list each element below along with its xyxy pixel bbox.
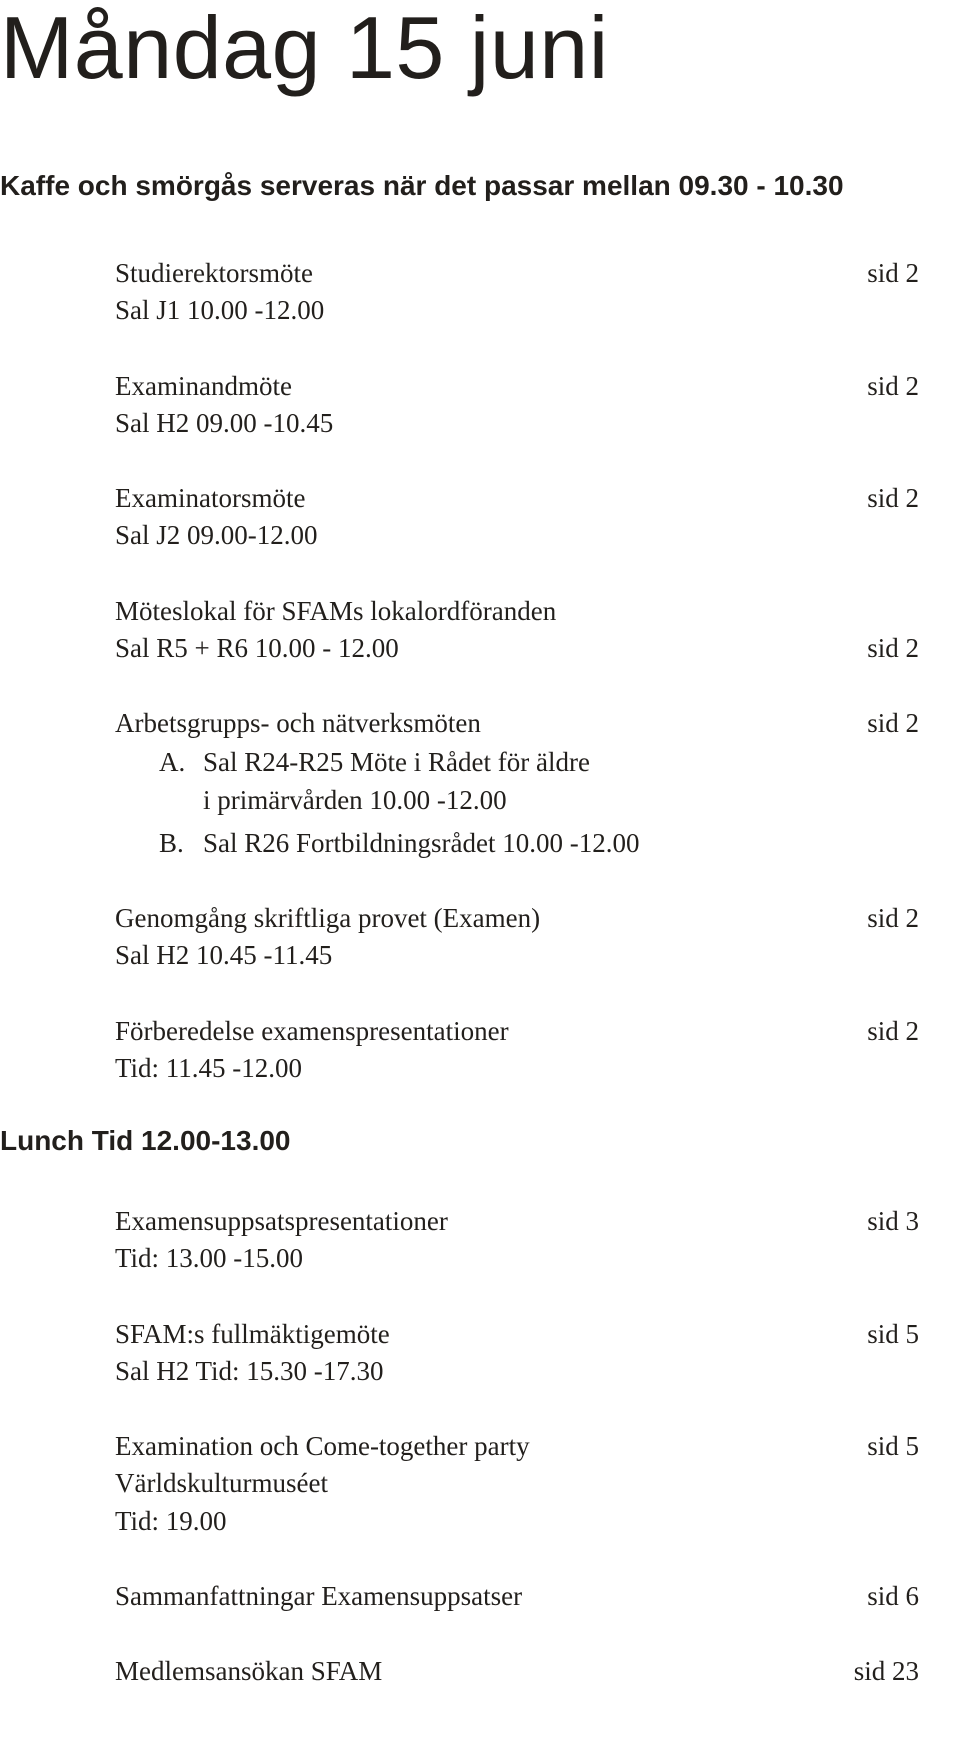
toc-row: Möteslokal för SFAMs lokalordföranden [115,593,919,630]
toc-page-ref: sid 5 [839,1316,919,1353]
toc-row: Förberedelse examenspresentationer sid 2 [115,1013,919,1050]
toc-entry: Examinatorsmöte sid 2 Sal J2 09.00-12.00 [115,480,919,555]
toc-label: Sammanfattningar Examensuppsatser [115,1578,522,1615]
toc-page-ref: sid 6 [839,1578,919,1615]
list-marker: A. [159,744,203,819]
toc-label: Examinandmöte [115,368,292,405]
toc-row: Examination och Come-together party sid 5 [115,1428,919,1465]
toc-page-ref: sid 2 [839,900,919,937]
toc-subrow: Sal H2 09.00 -10.45 [115,405,919,442]
toc-sublabel: Sal H2 Tid: 15.30 -17.30 [115,1353,384,1390]
toc-label: Möteslokal för SFAMs lokalordföranden [115,593,556,630]
list-text: Sal R24-R25 Möte i Rådet för äldre i pri… [203,744,919,819]
toc-row: Examinandmöte sid 2 [115,368,919,405]
toc-row: Arbetsgrupps- och nätverksmöten sid 2 [115,705,919,742]
toc-list-item: A.Sal R24-R25 Möte i Rådet för äldre i p… [115,744,919,819]
toc-sublabel: Världskulturmuséet [115,1465,328,1502]
toc-sublabel: Tid: 11.45 -12.00 [115,1050,302,1087]
toc-sublabel: Sal R5 + R6 10.00 - 12.00 [115,630,399,667]
toc-sublabel: Sal H2 09.00 -10.45 [115,405,333,442]
toc-entry: Examination och Come-together party sid 5… [115,1428,919,1540]
toc-subrow: Tid: 13.00 -15.00 [115,1240,919,1277]
toc-label: Examinatorsmöte [115,480,305,517]
toc-subrow: Tid: 19.00 [115,1503,919,1540]
toc-label: Arbetsgrupps- och nätverksmöten [115,705,481,742]
toc-label: Medlemsansökan SFAM [115,1653,382,1690]
toc-label: Examensuppsatspresentationer [115,1203,448,1240]
toc-row: Sammanfattningar Examensuppsatser sid 6 [115,1578,919,1615]
toc-page-ref: sid 3 [839,1203,919,1240]
toc-label: SFAM:s fullmäktigemöte [115,1316,390,1353]
toc-list: A.Sal R24-R25 Möte i Rådet för äldre i p… [115,744,919,862]
toc-row: Genomgång skriftliga provet (Examen) sid … [115,900,919,937]
section-break: Lunch Tid 12.00-13.00 [0,1125,919,1157]
toc-sublabel: Tid: 13.00 -15.00 [115,1240,303,1277]
toc-row: Examinatorsmöte sid 2 [115,480,919,517]
toc-page-ref: sid 2 [839,255,919,292]
page-title: Måndag 15 juni [0,4,609,92]
toc-row: Medlemsansökan SFAM sid 23 [115,1653,919,1690]
toc-label: Studierektorsmöte [115,255,313,292]
toc-page-ref: sid 2 [839,1013,919,1050]
toc-sublabel: Sal J1 10.00 -12.00 [115,292,324,329]
toc-row: Studierektorsmöte sid 2 [115,255,919,292]
toc-sublabel: Tid: 19.00 [115,1503,227,1540]
toc-row: SFAM:s fullmäktigemöte sid 5 [115,1316,919,1353]
toc-sublabel: Sal H2 10.45 -11.45 [115,937,332,974]
toc-entry: Förberedelse examenspresentationer sid 2 T… [115,1013,919,1088]
toc-sublabel: Sal J2 09.00-12.00 [115,517,318,554]
toc-entry: Genomgång skriftliga provet (Examen) sid … [115,900,919,975]
list-marker: B. [159,825,203,862]
page-subtitle: Kaffe och smörgås serveras när det passa… [0,170,844,202]
toc-entry: Sammanfattningar Examensuppsatser sid 6 [115,1578,919,1615]
toc-subrow: Sal J1 10.00 -12.00 [115,292,919,329]
toc-subrow: Sal R5 + R6 10.00 - 12.00 sid 2 [115,630,919,667]
toc-page-ref: sid 23 [839,1653,919,1690]
toc-subrow: Tid: 11.45 -12.00 [115,1050,919,1087]
page: Måndag 15 juni Kaffe och smörgås servera… [0,0,960,1752]
toc-page-ref: sid 5 [839,1428,919,1465]
toc-label: Examination och Come-together party [115,1428,530,1465]
toc-entry: Studierektorsmöte sid 2 Sal J1 10.00 -12.0… [115,255,919,330]
toc-subrow: Sal J2 09.00-12.00 [115,517,919,554]
toc-label: Genomgång skriftliga provet (Examen) [115,900,540,937]
toc-page-ref: sid 2 [839,705,919,742]
toc-list-item: B.Sal R26 Fortbildningsrådet 10.00 -12.0… [115,825,919,862]
toc-entries: Studierektorsmöte sid 2 Sal J1 10.00 -12.0… [115,255,919,1728]
toc-entry: Arbetsgrupps- och nätverksmötensid 2A.Sa… [115,705,919,862]
toc-subrow: Världskulturmuséet [115,1465,919,1502]
toc-page-ref: sid 2 [839,368,919,405]
toc-label: Förberedelse examenspresentationer [115,1013,509,1050]
toc-page-ref: sid 2 [839,630,919,667]
toc-subrow: Sal H2 Tid: 15.30 -17.30 [115,1353,919,1390]
toc-entry: Examinandmöte sid 2 Sal H2 09.00 -10.45 [115,368,919,443]
toc-entry: Medlemsansökan SFAM sid 23 [115,1653,919,1690]
toc-entry: Examensuppsatspresentationer sid 3 Tid: 13… [115,1203,919,1278]
toc-row: Examensuppsatspresentationer sid 3 [115,1203,919,1240]
toc-subrow: Sal H2 10.45 -11.45 [115,937,919,974]
toc-page-ref: sid 2 [839,480,919,517]
toc-entry: Möteslokal för SFAMs lokalordförandenSal… [115,593,919,668]
toc-entry: SFAM:s fullmäktigemöte sid 5 Sal H2 Tid: 1… [115,1316,919,1391]
list-text: Sal R26 Fortbildningsrådet 10.00 -12.00 [203,825,919,862]
